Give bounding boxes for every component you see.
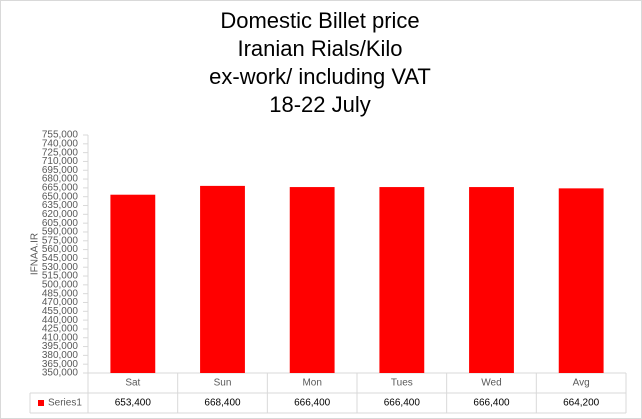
bar [200, 185, 245, 373]
y-tick-label: 725,000 [42, 147, 79, 158]
y-tick-label: 470,000 [42, 297, 79, 308]
y-tick-label: 560,000 [42, 244, 79, 255]
x-tick-label: Avg [573, 378, 590, 389]
table-value: 668,400 [204, 398, 241, 409]
y-tick-label: 665,000 [42, 183, 79, 194]
chart-title: Iranian Rials/Kilo [237, 36, 402, 61]
y-tick-label: 455,000 [42, 306, 79, 317]
x-tick-label: Mon [302, 378, 321, 389]
y-tick-label: 425,000 [42, 324, 79, 335]
legend-swatch [38, 400, 44, 406]
x-tick-label: Sat [125, 378, 140, 389]
y-tick-label: 410,000 [42, 332, 79, 343]
chart-title: 18-22 July [269, 92, 371, 117]
bar [110, 194, 156, 373]
y-tick-label: 395,000 [42, 341, 79, 352]
y-tick-label: 755,000 [42, 130, 79, 141]
y-tick-label: 680,000 [42, 174, 79, 185]
y-tick-label: 620,000 [42, 209, 79, 220]
y-tick-label: 365,000 [42, 359, 79, 370]
y-tick-label: 575,000 [42, 235, 79, 246]
table-value: 666,400 [384, 398, 421, 409]
bar [558, 188, 604, 373]
y-tick-label: 710,000 [42, 156, 79, 167]
bar [289, 187, 335, 373]
x-tick-label: Wed [481, 378, 501, 389]
y-tick-label: 605,000 [42, 218, 79, 229]
y-tick-label: 500,000 [42, 279, 79, 290]
y-tick-label: 380,000 [42, 350, 79, 361]
chart-title: Domestic Billet price [220, 8, 419, 33]
table-value: 666,400 [473, 398, 510, 409]
y-tick-label: 485,000 [42, 288, 79, 299]
x-tick-label: Sun [214, 378, 232, 389]
y-tick-label: 350,000 [42, 368, 79, 379]
y-tick-label: 530,000 [42, 262, 79, 273]
table-value: 666,400 [294, 398, 331, 409]
y-tick-label: 515,000 [42, 271, 79, 282]
legend-label: Series1 [48, 398, 82, 409]
x-tick-label: Tues [391, 378, 413, 389]
bar [379, 187, 425, 373]
y-tick-label: 440,000 [42, 315, 79, 326]
y-tick-label: 545,000 [42, 253, 79, 264]
y-tick-label: 740,000 [42, 138, 79, 149]
y-tick-label: 590,000 [42, 227, 79, 238]
y-axis-label: IFNAA.IR [30, 233, 41, 275]
y-tick-label: 635,000 [42, 200, 79, 211]
y-tick-label: 650,000 [42, 191, 79, 202]
table-value: 653,400 [115, 398, 152, 409]
bar [469, 187, 514, 373]
y-tick-label: 695,000 [42, 165, 79, 176]
table-value: 664,200 [563, 398, 600, 409]
chart-title: ex-work/ including VAT [209, 64, 431, 89]
